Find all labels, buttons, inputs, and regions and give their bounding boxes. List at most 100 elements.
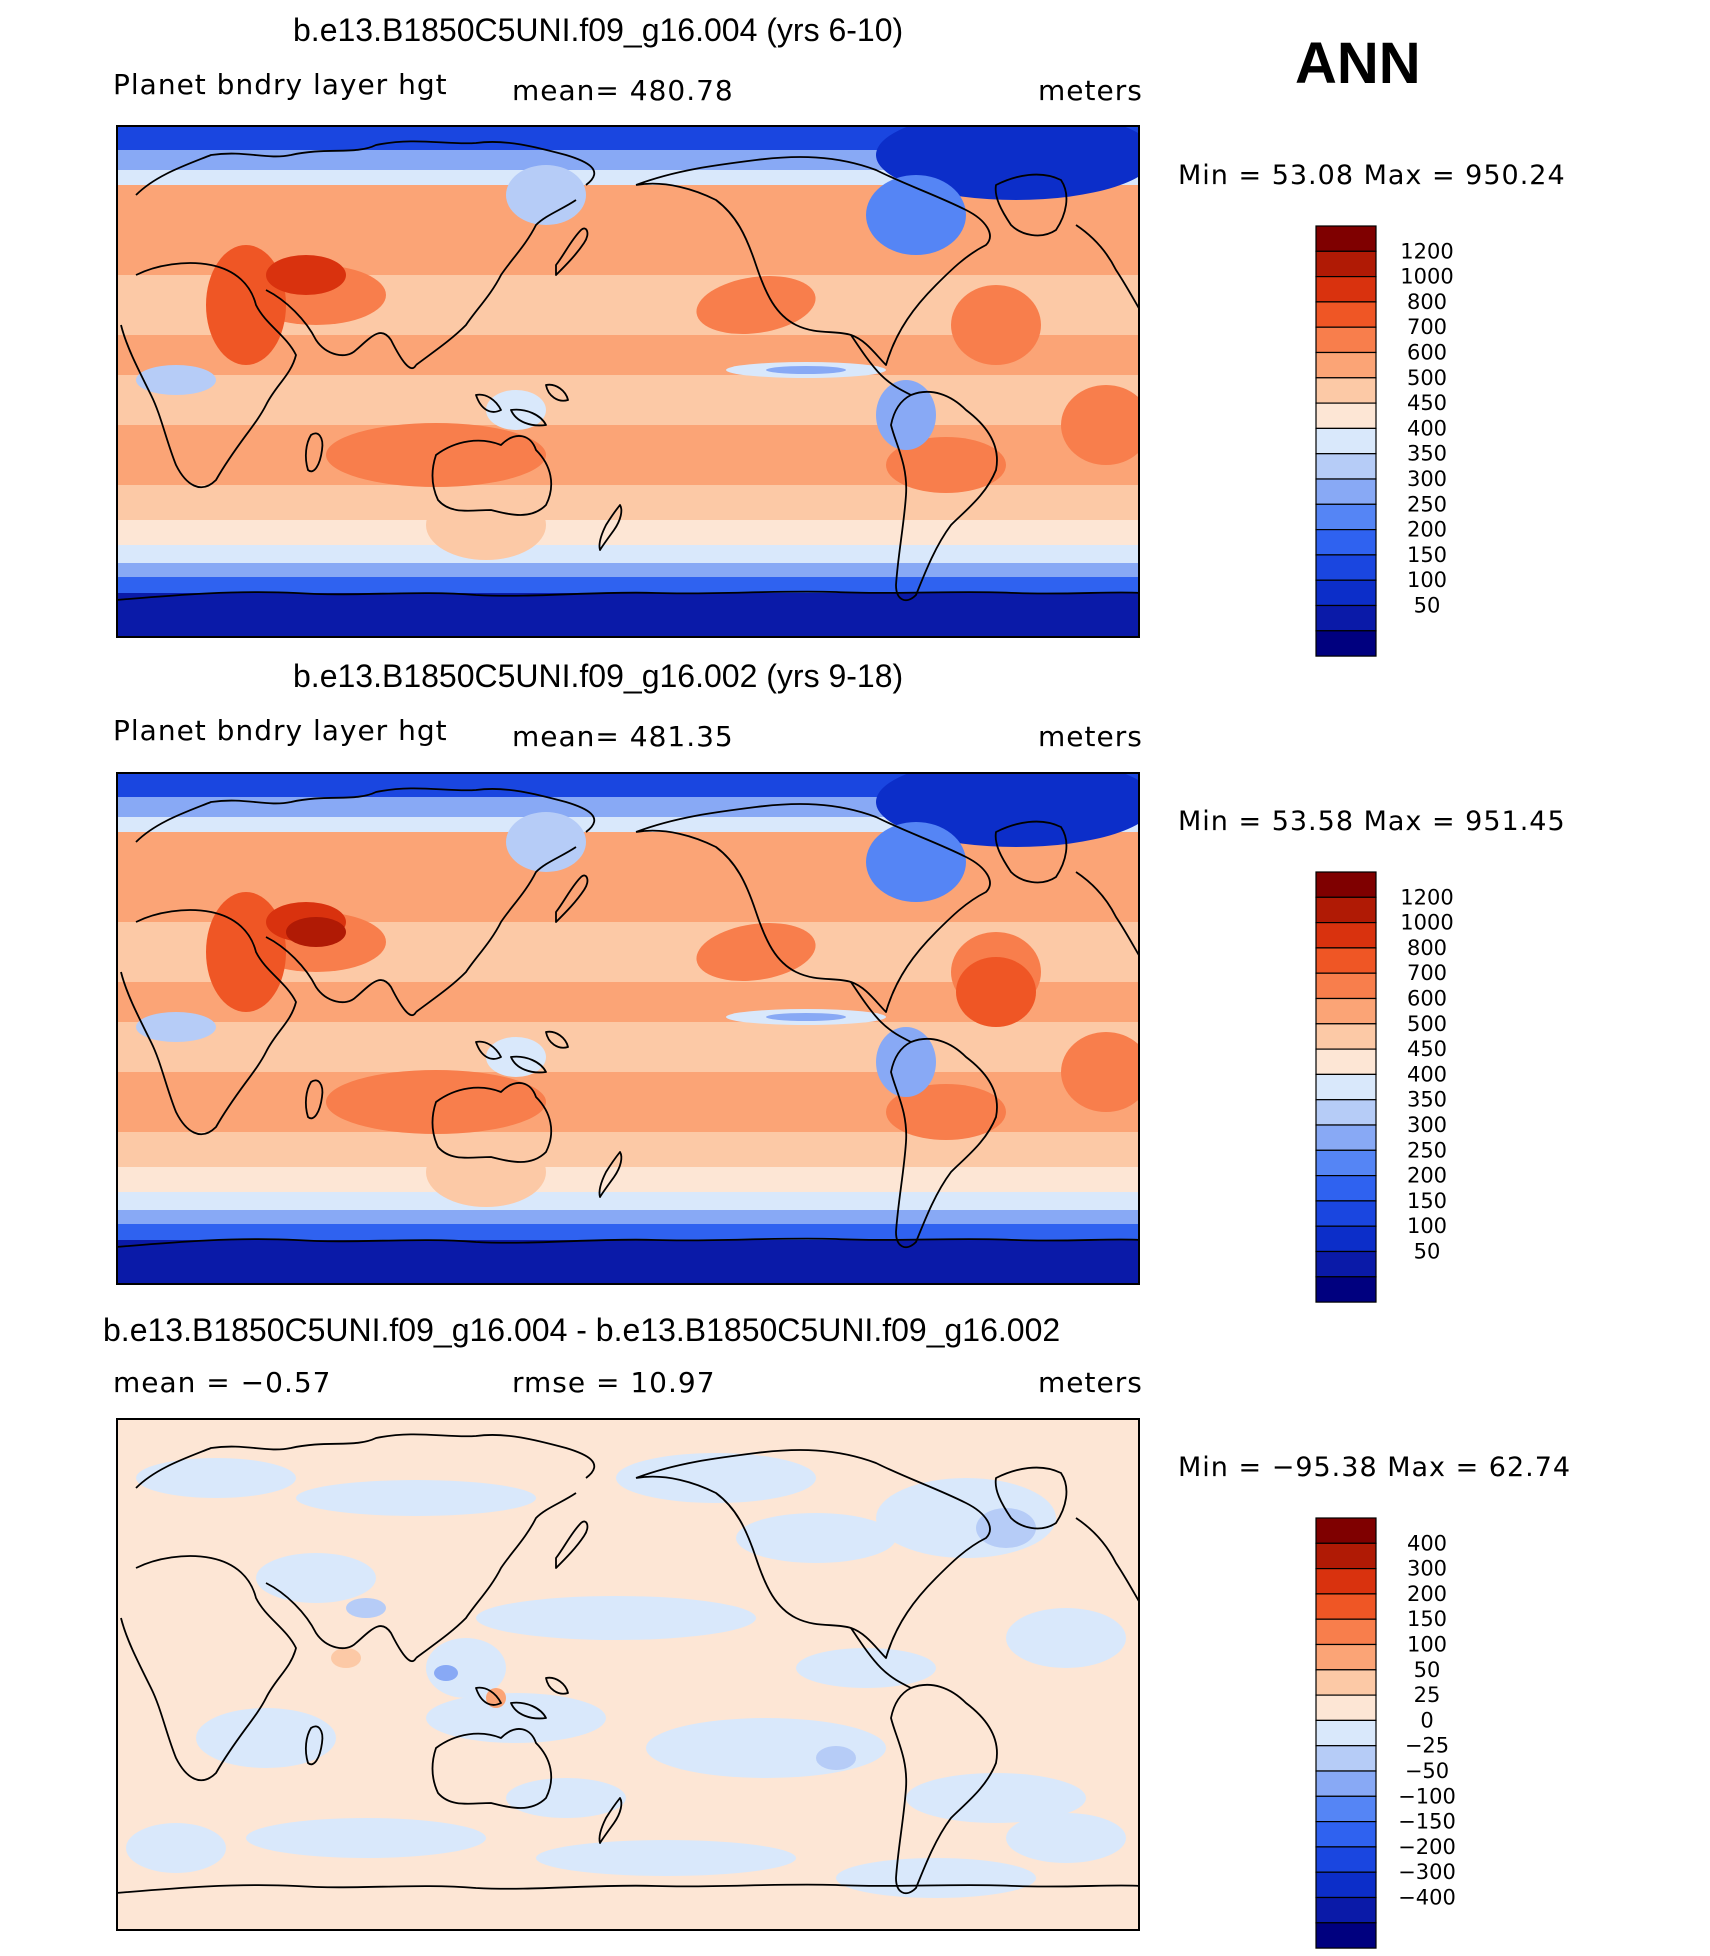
field-contour	[816, 1746, 856, 1770]
panel-2-title: b.e13.B1850C5UNI.f09_g16.002 (yrs 9-18)	[293, 658, 904, 694]
colorbar-box	[1315, 1896, 1377, 1924]
coastline	[850, 334, 912, 396]
colorbar-svg: 1200100080070060050045040035030025020015…	[1315, 871, 1454, 1303]
field-contour	[796, 1648, 936, 1688]
colorbar-box	[1315, 997, 1377, 1025]
colorbar-tick-label: 150	[1407, 1607, 1447, 1631]
panel-2-minmax: Min = 53.58 Max = 951.45	[1178, 806, 1566, 837]
coastline	[304, 432, 324, 473]
field-contour	[1061, 1032, 1140, 1112]
field-contour	[506, 1778, 626, 1818]
panel-1-minmax: Min = 53.08 Max = 950.24	[1178, 160, 1566, 191]
field-contour	[866, 822, 966, 902]
panel-2-units: meters	[1038, 720, 1143, 753]
colorbar-box	[1315, 1023, 1377, 1050]
field-contour	[1006, 1608, 1126, 1668]
coastline	[1075, 224, 1140, 311]
colorbar-box	[1315, 1099, 1377, 1126]
colorbar-tick-label: 500	[1407, 366, 1447, 390]
coastline	[431, 1082, 553, 1163]
field-band	[116, 1167, 1140, 1192]
coastline	[890, 1038, 998, 1249]
field-contour	[886, 437, 1006, 493]
coastline	[635, 156, 991, 366]
season-label: ANN	[1295, 31, 1421, 96]
field-contour	[296, 1480, 536, 1516]
field-contour	[906, 1773, 1086, 1823]
field-contour	[886, 1084, 1006, 1140]
colorbar-box	[1315, 1871, 1377, 1899]
coastline	[116, 590, 1140, 601]
coastline	[555, 1520, 589, 1569]
coastline	[415, 1492, 577, 1659]
colorbar-tick-label: −200	[1398, 1835, 1456, 1859]
field-contour	[956, 957, 1036, 1027]
colorbar-box	[1315, 250, 1377, 278]
colorbar-box	[1315, 1124, 1377, 1151]
coastline	[475, 1676, 569, 1720]
map-frame	[116, 1418, 1140, 1931]
colorbar-box	[1315, 1846, 1377, 1873]
colorbar-tick-label: 100	[1407, 1214, 1447, 1238]
colorbar-tick-label: 300	[1407, 467, 1447, 491]
field-contour	[976, 1508, 1036, 1548]
colorbar-box	[1315, 1821, 1377, 1848]
colorbar-box	[1315, 1276, 1377, 1303]
coastline	[475, 1030, 569, 1074]
colorbar-box	[1315, 1719, 1377, 1747]
colorbar-box	[1315, 453, 1377, 480]
colorbar-tick-label: 450	[1407, 391, 1447, 415]
colorbar-tick-label: 300	[1407, 1113, 1447, 1137]
field-contour	[1061, 385, 1140, 465]
coastline	[598, 1151, 623, 1198]
coastline	[890, 391, 998, 602]
coastline	[120, 909, 297, 1136]
field-contour	[136, 1458, 296, 1498]
colorbar-box	[1315, 427, 1377, 455]
colorbar-box	[1315, 1618, 1377, 1646]
field-contour	[136, 365, 216, 395]
field-band	[116, 1192, 1140, 1210]
panel-1-title: b.e13.B1850C5UNI.f09_g16.004 (yrs 6-10)	[293, 12, 904, 48]
colorbar-tick-label: 700	[1407, 315, 1447, 339]
colorbar-tick-label: 1000	[1400, 911, 1453, 935]
colorbar-tick-label: −400	[1398, 1886, 1456, 1910]
field-contour	[426, 1137, 546, 1207]
colorbar-box	[1315, 1073, 1377, 1101]
panel-1-colorbar: 1200 1000 800 700 600 500 450 400 350 300 250 200 15…	[1315, 225, 1475, 664]
panel-2-map	[116, 772, 1140, 1285]
field-contour	[126, 1823, 226, 1873]
coastline	[635, 803, 991, 1013]
colorbar-box	[1315, 554, 1377, 581]
coastline	[475, 383, 569, 427]
panel-3-map-svg	[116, 1418, 1140, 1931]
colorbar-box	[1315, 351, 1377, 379]
colorbar-tick-label: −25	[1405, 1734, 1449, 1758]
field-contour	[951, 285, 1041, 365]
colorbar-tick-label: 450	[1407, 1037, 1447, 1061]
coastline	[555, 227, 589, 276]
field-band	[116, 1210, 1140, 1224]
colorbar-box	[1315, 1770, 1377, 1797]
colorbar-box	[1315, 871, 1377, 898]
field-contour	[876, 380, 936, 450]
colorbar-tick-label: 0	[1420, 1708, 1433, 1732]
field-contour	[246, 1818, 486, 1858]
panel-3-colorbar: 400 300 200 150 100 50 25 0 −25 −50 −100 −150 −200 −3…	[1315, 1517, 1475, 1956]
field-contour	[256, 1553, 376, 1603]
coastline	[850, 1627, 912, 1689]
colorbar-tick-label: 500	[1407, 1012, 1447, 1036]
coastline	[994, 173, 1068, 237]
coastline	[304, 1725, 324, 1766]
panel-1-variable: Planet bndry layer hgt	[113, 68, 448, 101]
coastline	[135, 140, 596, 196]
colorbar-tick-label: −150	[1398, 1810, 1456, 1834]
field-contour	[266, 255, 346, 295]
coastline	[555, 874, 589, 923]
colorbar-tick-label: 200	[1407, 1582, 1447, 1606]
colorbar-tick-label: 700	[1407, 961, 1447, 985]
colorbar-box	[1315, 1669, 1377, 1696]
coastline	[265, 289, 417, 370]
field-contour	[766, 1013, 846, 1021]
field-contour	[646, 1718, 886, 1778]
